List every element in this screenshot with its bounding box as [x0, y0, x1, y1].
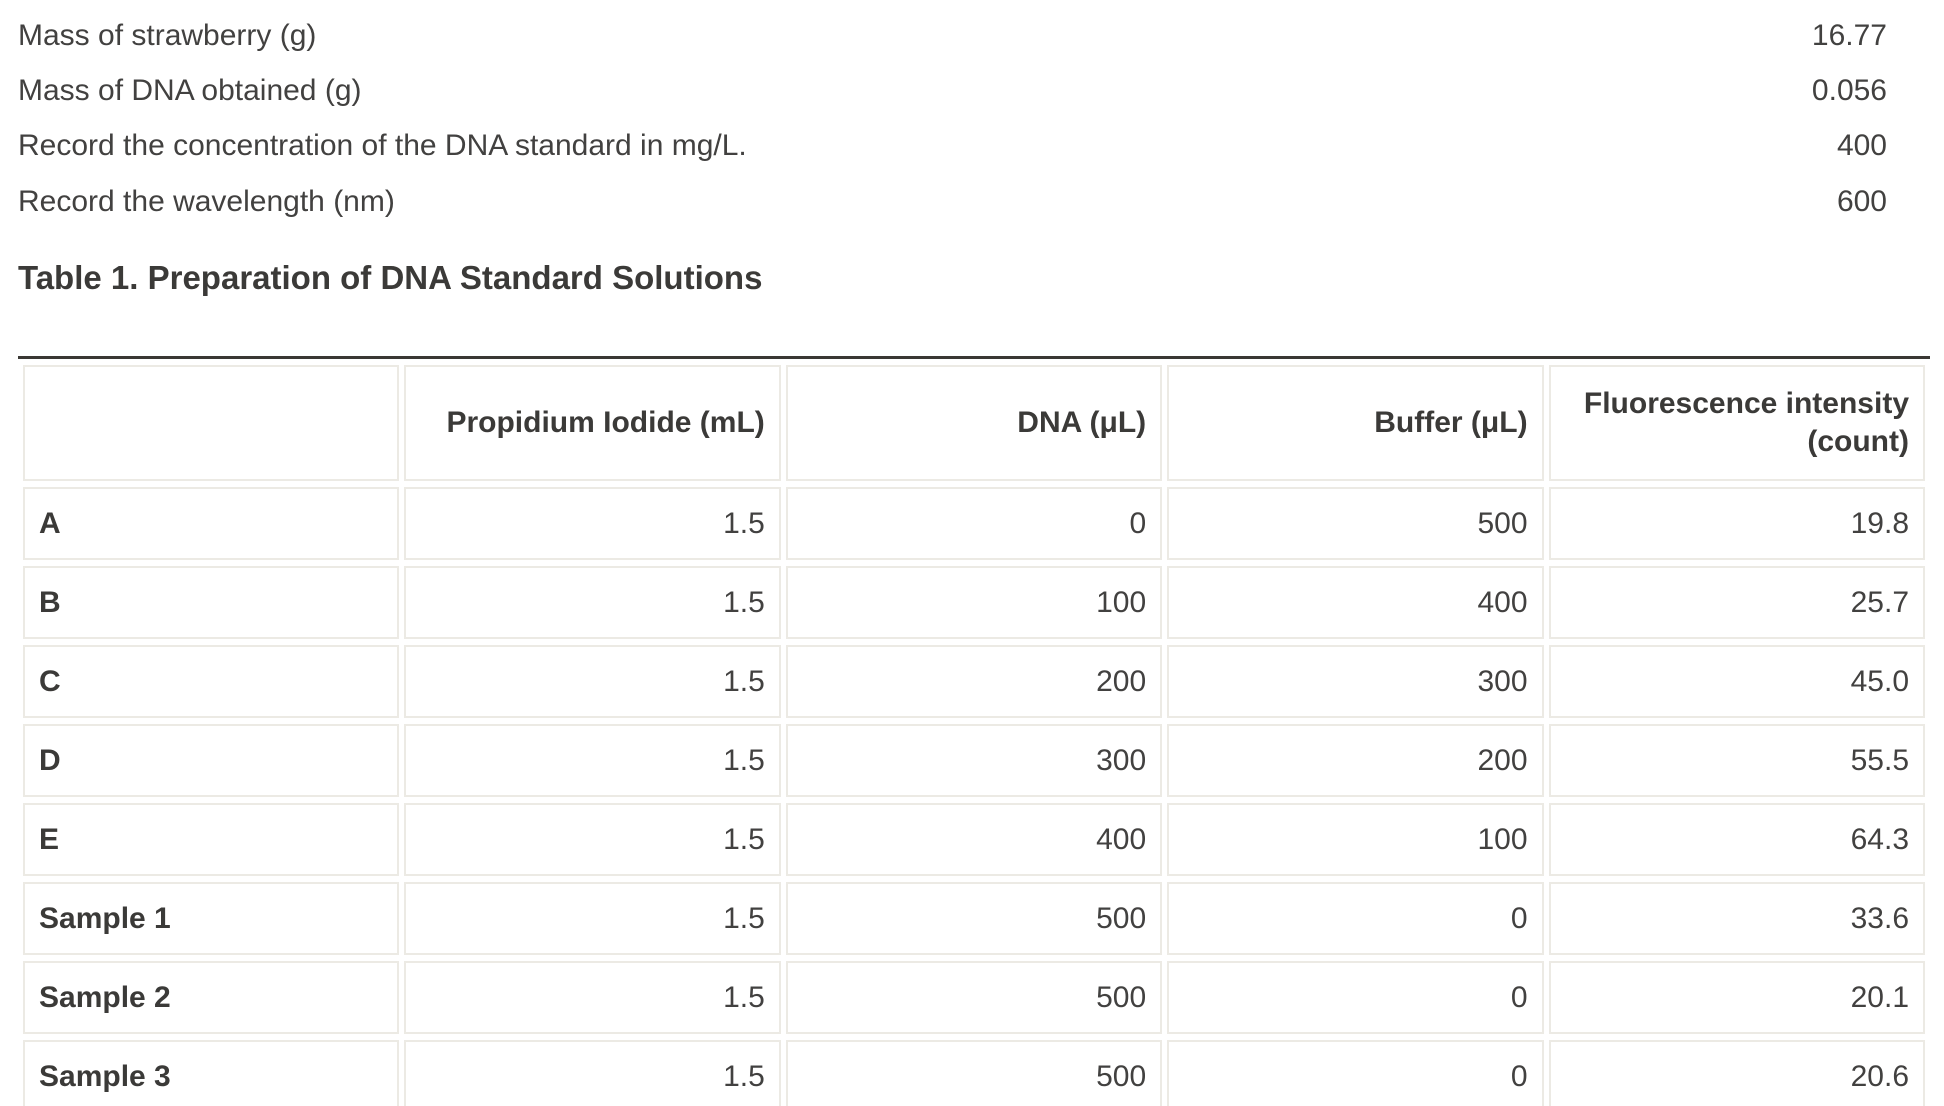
value-cell[interactable]: 55.5 [1548, 724, 1925, 797]
value-cell[interactable]: 20.1 [1548, 961, 1925, 1034]
table-row: Sample 2 1.5 500 0 20.1 [23, 961, 1925, 1034]
value-cell[interactable]: 1.5 [404, 1040, 781, 1106]
recorded-field: Record the wavelength (nm) 600 [18, 174, 1887, 229]
value-cell[interactable]: 0 [1167, 882, 1544, 955]
value-cell[interactable]: 300 [1167, 645, 1544, 718]
field-value: 400 [1836, 129, 1887, 163]
row-label-cell: A [23, 487, 400, 560]
recorded-field: Record the concentration of the DNA stan… [18, 119, 1887, 174]
row-label-cell: Sample 1 [23, 882, 400, 955]
value-cell[interactable]: 33.6 [1548, 882, 1925, 955]
value-cell[interactable]: 1.5 [404, 724, 781, 797]
column-header-blank [23, 365, 400, 481]
field-value: 600 [1836, 184, 1887, 218]
value-cell[interactable]: 1.5 [404, 645, 781, 718]
row-label-cell: D [23, 724, 400, 797]
field-label: Mass of strawberry (g) [18, 18, 317, 52]
value-cell[interactable]: 1.5 [404, 803, 781, 876]
value-cell[interactable]: 200 [785, 645, 1163, 718]
row-label-cell: B [23, 566, 400, 639]
table-row: E 1.5 400 100 64.3 [23, 803, 1925, 876]
value-cell[interactable]: 500 [785, 1040, 1163, 1106]
field-label: Record the wavelength (nm) [18, 184, 395, 218]
value-cell[interactable]: 1.5 [404, 961, 781, 1034]
value-cell[interactable]: 0 [1167, 961, 1544, 1034]
recorded-values-section: Mass of strawberry (g) 16.77 Mass of DNA… [18, 8, 1887, 230]
column-header-buffer: Buffer (μL) [1167, 365, 1544, 481]
table-row: A 1.5 0 500 19.8 [23, 487, 1925, 560]
field-value: 16.77 [1811, 18, 1887, 52]
table-row: Sample 3 1.5 500 0 20.6 [23, 1040, 1925, 1106]
dna-standards-table: Propidium Iodide (mL) DNA (μL) Buffer (μ… [18, 356, 1930, 1106]
table-row: C 1.5 200 300 45.0 [23, 645, 1925, 718]
value-cell[interactable]: 0 [1167, 1040, 1544, 1106]
value-cell[interactable]: 500 [785, 882, 1163, 955]
field-value: 0.056 [1811, 74, 1887, 108]
column-header-dna: DNA (μL) [785, 365, 1163, 481]
value-cell[interactable]: 200 [1167, 724, 1544, 797]
value-cell[interactable]: 100 [1167, 803, 1544, 876]
table-header: Propidium Iodide (mL) DNA (μL) Buffer (μ… [23, 365, 1925, 481]
value-cell[interactable]: 1.5 [404, 487, 781, 560]
field-label: Mass of DNA obtained (g) [18, 74, 362, 108]
table-body: A 1.5 0 500 19.8 B 1.5 100 400 25.7 C 1.… [23, 487, 1925, 1106]
table-title: Table 1. Preparation of DNA Standard Sol… [18, 259, 763, 296]
table-row: B 1.5 100 400 25.7 [23, 566, 1925, 639]
row-label-cell: Sample 3 [23, 1040, 400, 1106]
value-cell[interactable]: 64.3 [1548, 803, 1925, 876]
row-label-cell: C [23, 645, 400, 718]
row-label-cell: Sample 2 [23, 961, 400, 1034]
value-cell[interactable]: 500 [1167, 487, 1544, 560]
value-cell[interactable]: 1.5 [404, 566, 781, 639]
value-cell[interactable]: 20.6 [1548, 1040, 1925, 1106]
recorded-field: Mass of DNA obtained (g) 0.056 [18, 63, 1887, 118]
value-cell[interactable]: 0 [785, 487, 1163, 560]
value-cell[interactable]: 300 [785, 724, 1163, 797]
value-cell[interactable]: 45.0 [1548, 645, 1925, 718]
value-cell[interactable]: 100 [785, 566, 1163, 639]
value-cell[interactable]: 19.8 [1548, 487, 1925, 560]
row-label-cell: E [23, 803, 400, 876]
column-header-fluorescence-intensity: Fluorescence intensity (count) [1548, 365, 1925, 481]
field-label: Record the concentration of the DNA stan… [18, 129, 747, 163]
table-row: D 1.5 300 200 55.5 [23, 724, 1925, 797]
value-cell[interactable]: 25.7 [1548, 566, 1925, 639]
header-row: Propidium Iodide (mL) DNA (μL) Buffer (μ… [23, 365, 1925, 481]
value-cell[interactable]: 500 [785, 961, 1163, 1034]
value-cell[interactable]: 400 [1167, 566, 1544, 639]
table-row: Sample 1 1.5 500 0 33.6 [23, 882, 1925, 955]
value-cell[interactable]: 400 [785, 803, 1163, 876]
column-header-propidium-iodide: Propidium Iodide (mL) [404, 365, 781, 481]
recorded-field: Mass of strawberry (g) 16.77 [18, 8, 1887, 63]
value-cell[interactable]: 1.5 [404, 882, 781, 955]
